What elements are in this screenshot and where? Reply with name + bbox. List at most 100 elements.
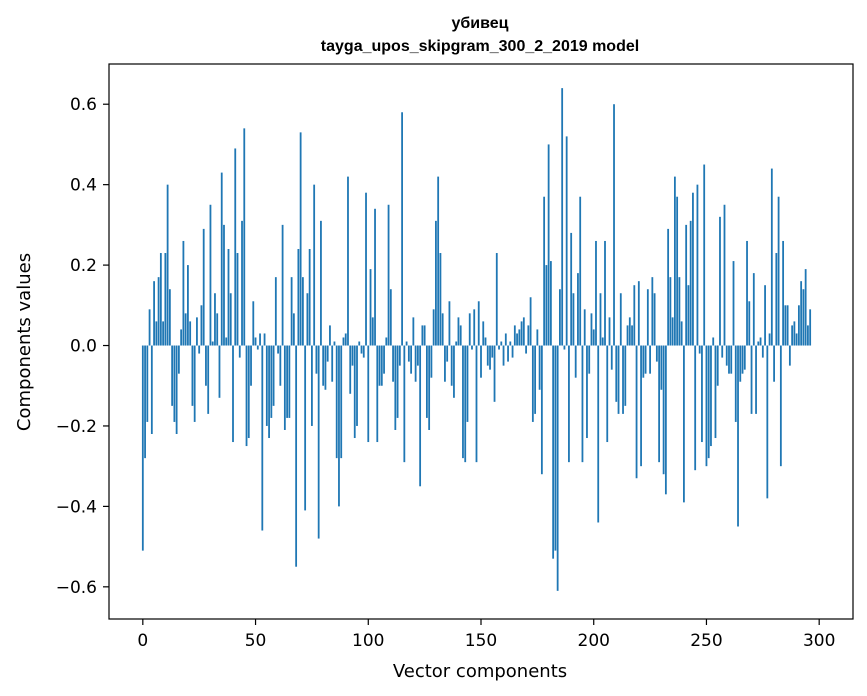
bar-227 <box>653 293 656 346</box>
chart-title-line1: убивец <box>452 15 509 32</box>
y-tick-label: 0.6 <box>70 95 97 115</box>
bar-259 <box>725 345 728 366</box>
bar-192 <box>574 345 577 378</box>
bar-72 <box>304 345 307 511</box>
bar-178 <box>543 196 546 346</box>
bar-213 <box>622 345 624 414</box>
bar-220 <box>637 281 640 346</box>
bar-174 <box>534 345 537 414</box>
bar-127 <box>428 345 431 430</box>
bar-96 <box>358 341 361 346</box>
bar-284 <box>782 240 785 346</box>
bar-27 <box>202 228 205 346</box>
x-tick-label: 100 <box>352 631 384 651</box>
bar-180 <box>547 144 550 346</box>
bar-90 <box>344 333 347 346</box>
bar-293 <box>802 289 805 346</box>
bar-36 <box>223 224 225 346</box>
bar-48 <box>250 345 252 386</box>
bar-70 <box>299 132 302 346</box>
bar-270 <box>750 345 753 414</box>
bar-100 <box>367 345 370 443</box>
bar-34 <box>218 345 221 398</box>
bar-231 <box>662 345 665 475</box>
bar-146 <box>471 345 473 350</box>
bar-106 <box>380 345 383 386</box>
bar-275 <box>761 345 764 358</box>
bar-13 <box>171 345 174 406</box>
bar-73 <box>306 293 309 346</box>
chart-title-line2: tayga_upos_skipgram_300_2_2019 model <box>321 38 639 55</box>
bar-81 <box>324 345 327 390</box>
bar-241 <box>685 224 688 346</box>
bar-61 <box>279 345 282 386</box>
bar-177 <box>540 345 543 475</box>
bar-115 <box>401 112 403 346</box>
bar-286 <box>786 305 789 346</box>
bar-214 <box>624 345 627 406</box>
bar-205 <box>604 240 606 346</box>
bar-118 <box>407 345 410 362</box>
bar-20 <box>187 265 189 346</box>
bar-116 <box>403 345 406 463</box>
bar-117 <box>405 341 408 346</box>
bar-212 <box>619 293 622 346</box>
bar-245 <box>694 345 697 471</box>
x-tick-label: 200 <box>578 631 610 651</box>
bar-273 <box>757 341 760 346</box>
bar-133 <box>441 313 444 346</box>
bar-66 <box>290 277 293 346</box>
bar-71 <box>301 277 304 346</box>
bar-171 <box>527 325 530 346</box>
x-tick-label: 0 <box>137 631 148 651</box>
bar-235 <box>671 317 674 346</box>
bar-109 <box>387 204 390 346</box>
x-tick-label: 50 <box>245 631 267 651</box>
bar-276 <box>764 285 766 346</box>
bar-85 <box>333 341 336 346</box>
bar-263 <box>734 345 737 422</box>
bar-142 <box>462 345 464 459</box>
bar-18 <box>182 240 185 346</box>
bar-99 <box>365 192 367 346</box>
bar-82 <box>326 345 329 362</box>
bar-0 <box>141 345 144 551</box>
plot-frame <box>108 63 854 620</box>
y-tick-label: 0.0 <box>70 337 97 357</box>
bar-134 <box>444 345 446 382</box>
bar-147 <box>473 309 476 346</box>
bar-170 <box>525 345 527 354</box>
bar-25 <box>198 345 201 354</box>
bar-290 <box>795 333 798 346</box>
bar-126 <box>425 345 428 418</box>
bar-150 <box>480 345 482 378</box>
bar-19 <box>184 313 187 346</box>
y-tick-label: 0.4 <box>70 176 97 196</box>
bar-110 <box>389 289 392 346</box>
bar-260 <box>728 345 730 374</box>
bar-223 <box>644 345 647 374</box>
bar-203 <box>599 293 602 346</box>
bar-204 <box>601 337 604 346</box>
bar-113 <box>396 345 399 418</box>
bar-84 <box>331 345 334 382</box>
bar-218 <box>633 285 636 346</box>
bar-119 <box>410 345 413 374</box>
bar-240 <box>683 345 685 503</box>
bar-253 <box>712 337 715 346</box>
bar-159 <box>500 341 503 346</box>
bar-268 <box>746 240 748 346</box>
bar-83 <box>329 325 331 346</box>
bar-291 <box>797 305 800 346</box>
bar-152 <box>484 337 487 346</box>
bar-202 <box>597 345 600 523</box>
bar-51 <box>256 345 259 350</box>
bar-149 <box>477 301 480 346</box>
bar-225 <box>649 345 651 374</box>
y-tick-label: −0.6 <box>56 578 97 598</box>
bar-183 <box>554 345 557 551</box>
bar-105 <box>378 345 381 386</box>
bar-279 <box>770 168 773 346</box>
bar-172 <box>529 297 532 346</box>
bar-196 <box>583 309 586 346</box>
